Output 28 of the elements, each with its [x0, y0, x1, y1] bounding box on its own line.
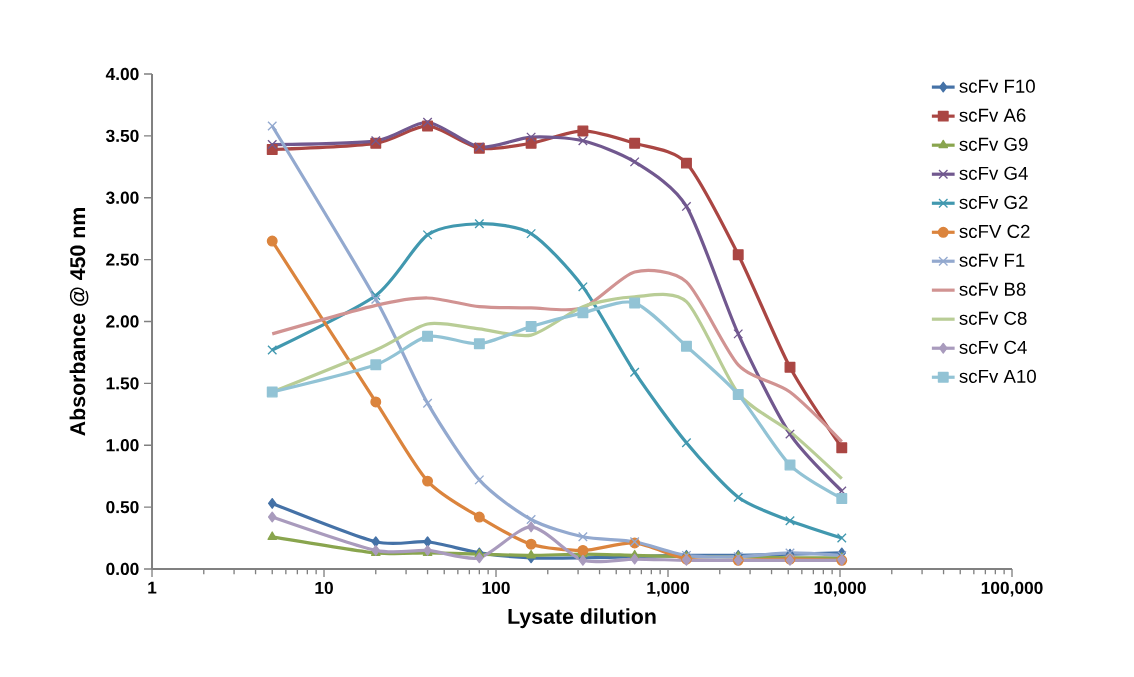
y-axis-title: Absorbance @ 450 nm	[69, 208, 89, 436]
x-tick-label: 100	[482, 581, 510, 594]
legend-label: scFv F10	[959, 79, 1035, 93]
y-tick-label: 2.50	[106, 253, 139, 266]
y-tick-label: 1.00	[106, 439, 139, 452]
y-tick-label: 2.00	[106, 315, 139, 328]
legend-label: scFV C2	[959, 224, 1030, 238]
legend-label: scFv G2	[959, 195, 1028, 209]
x-tick-label: 100,000	[981, 581, 1043, 597]
y-tick-label: 0.00	[106, 562, 139, 576]
y-tick-label: 3.00	[105, 191, 139, 204]
x-tick-label: 1	[148, 581, 157, 594]
legend-label: scFv C8	[959, 311, 1027, 325]
legend-label: scFv C4	[959, 340, 1027, 354]
legend-label: scFv A10	[959, 369, 1036, 383]
y-tick-label: 0.50	[106, 500, 139, 514]
legend-label: scFv G9	[959, 137, 1028, 151]
legend-label: scFv F1	[959, 253, 1025, 267]
legend-label: scFv G4	[959, 166, 1028, 180]
legend-label: scFv A6	[959, 108, 1026, 122]
x-axis-title: Lysate dilution	[508, 608, 656, 629]
x-tick-label: 10,000	[814, 581, 866, 597]
y-tick-label: 1.50	[106, 377, 139, 390]
legend-label: scFv B8	[959, 282, 1026, 296]
y-tick-label: 4.00	[105, 67, 139, 81]
x-tick-label: 1,000	[647, 581, 689, 597]
x-tick-label: 10	[315, 581, 333, 594]
y-tick-label: 3.50	[105, 129, 139, 143]
